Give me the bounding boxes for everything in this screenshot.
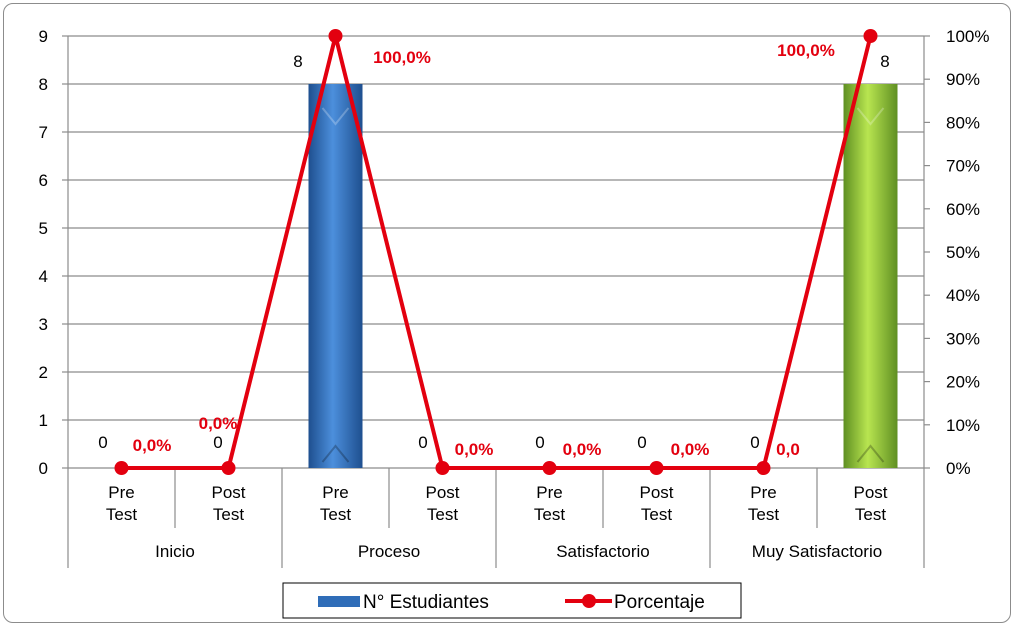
bar (843, 84, 898, 468)
left-tick-label: 3 (39, 315, 48, 334)
legend-label: N° Estudiantes (363, 592, 489, 613)
data-labels: 0 0 8 0 0 0 0 8 0,0% 0,0% 100,0% 0,0% 0,0% 0,0% 0,0 100… (98, 41, 889, 459)
bar-value-label: 0 (637, 433, 646, 452)
line-point (863, 29, 878, 43)
line-point (435, 461, 450, 475)
category-label: Test (213, 505, 244, 524)
legend: N° Estudiantes Porcentaje (282, 582, 742, 619)
group-label: Muy Satisfactorio (752, 542, 882, 561)
bar-value-label: 0 (213, 433, 222, 452)
category-label: Pre (536, 483, 562, 502)
line-point (114, 461, 129, 475)
left-tick-label: 0 (39, 459, 48, 478)
percentage-line (121, 34, 873, 470)
bar-value-label: 8 (293, 52, 302, 71)
gridlines (68, 35, 924, 469)
percentage-label: 0,0% (455, 440, 494, 459)
category-label: Test (534, 505, 565, 524)
category-label: Test (106, 505, 137, 524)
left-tick-label: 2 (39, 363, 48, 382)
right-tick-label: 70% (946, 157, 980, 176)
bar-value-label: 0 (535, 433, 544, 452)
line-point (542, 461, 557, 475)
line-point (756, 461, 771, 475)
right-tick-label: 40% (946, 286, 980, 305)
bar (308, 84, 363, 468)
group-label: Proceso (358, 542, 420, 561)
group-label: Inicio (155, 542, 195, 561)
right-tick-label: 100% (946, 27, 989, 46)
line-point (649, 461, 664, 475)
line-series (114, 29, 878, 475)
percentage-label: 100,0% (373, 48, 431, 67)
left-tick-label: 4 (39, 267, 48, 286)
bar-accent (321, 444, 350, 463)
legend-line-marker (582, 594, 596, 608)
bar-value-label: 0 (750, 433, 759, 452)
percentage-label: 0,0 (776, 440, 800, 459)
group-label: Satisfactorio (556, 542, 650, 561)
category-label: Test (427, 505, 458, 524)
left-tick-label: 6 (39, 171, 48, 190)
bar-value-label: 0 (418, 433, 427, 452)
category-label: Test (641, 505, 672, 524)
category-label: Pre (322, 483, 348, 502)
bar-value-label: 8 (880, 52, 889, 71)
bar-value-label: 0 (98, 433, 107, 452)
line-point (221, 461, 236, 475)
bar-accent (856, 444, 885, 463)
category-label: Pre (750, 483, 776, 502)
percentage-label: 0,0% (563, 440, 602, 459)
left-tick-label: 7 (39, 123, 48, 142)
category-label: Post (211, 483, 245, 502)
category-label: Pre (108, 483, 134, 502)
bar-accent (856, 107, 885, 126)
left-tick-label: 1 (39, 411, 48, 430)
line-point (328, 29, 343, 43)
right-tick-label: 10% (946, 416, 980, 435)
left-tick-label: 8 (39, 75, 48, 94)
left-tick-label: 9 (39, 27, 48, 46)
legend-bar-swatch (318, 596, 360, 607)
category-label: Test (320, 505, 351, 524)
axes: 01234567890%10%20%30%40%50%60%70%80%90%1… (39, 27, 989, 568)
category-label: Post (639, 483, 673, 502)
right-tick-label: 90% (946, 70, 980, 89)
right-tick-label: 30% (946, 329, 980, 348)
right-tick-label: 80% (946, 113, 980, 132)
category-label: Test (748, 505, 779, 524)
right-tick-label: 20% (946, 373, 980, 392)
category-label: Post (853, 483, 887, 502)
right-tick-label: 60% (946, 200, 980, 219)
category-label: Post (425, 483, 459, 502)
left-tick-label: 5 (39, 219, 48, 238)
legend-label: Porcentaje (614, 592, 705, 613)
right-tick-label: 0% (946, 459, 971, 478)
chart-frame (3, 3, 1011, 623)
percentage-label: 0,0% (133, 436, 172, 455)
right-tick-label: 50% (946, 243, 980, 262)
percentage-label: 0,0% (199, 414, 238, 433)
category-label: Test (855, 505, 886, 524)
bar-series (308, 84, 898, 468)
percentage-label: 100,0% (777, 41, 835, 60)
bar-accent (321, 107, 350, 126)
percentage-label: 0,0% (671, 440, 710, 459)
